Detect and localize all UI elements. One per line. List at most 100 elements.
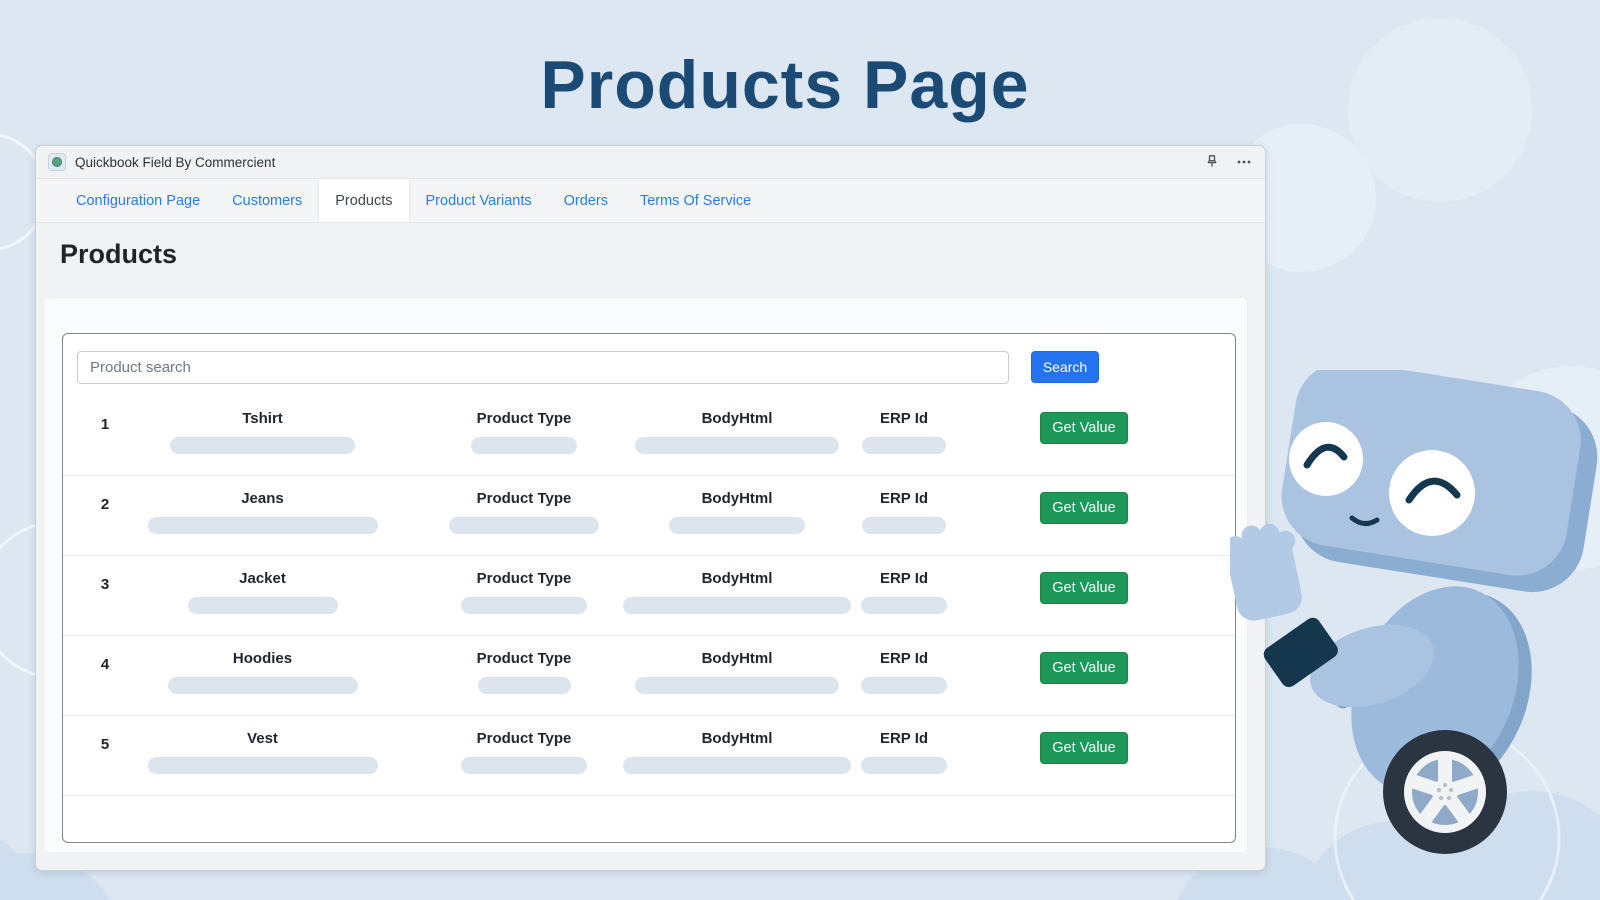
tab-products[interactable]: Products [318, 179, 410, 222]
body-html-cell: BodyHtml [585, 650, 889, 694]
section-heading: Products [60, 239, 178, 269]
product-type-cell: Product Type [410, 570, 638, 614]
skeleton-pill [167, 677, 358, 694]
product-name: Vest [247, 730, 278, 747]
body-html-label: BodyHtml [701, 650, 773, 667]
table-row: 5 Vest Product Type BodyHtml ERP Id Get … [63, 716, 1235, 796]
search-button[interactable]: Search [1031, 351, 1099, 383]
robot-wheel-icon [1383, 730, 1507, 854]
robot-face [1289, 422, 1475, 536]
skeleton-pill [635, 677, 839, 694]
erp-id-label: ERP Id [879, 490, 929, 507]
content-panel: Search 1 Tshirt Product Type BodyHtml ER… [43, 297, 1248, 853]
body-html-cell: BodyHtml [585, 490, 889, 534]
get-value-button[interactable]: Get Value [1040, 492, 1128, 524]
product-type-label: Product Type [476, 570, 572, 587]
get-value-button[interactable]: Get Value [1040, 652, 1128, 684]
product-name-cell: Vest [140, 730, 385, 774]
table-row: 2 Jeans Product Type BodyHtml ERP Id Get… [63, 476, 1235, 556]
erp-id-cell: ERP Id [805, 650, 1003, 694]
get-value-button[interactable]: Get Value [1040, 732, 1128, 764]
skeleton-pill [471, 437, 577, 454]
pin-icon[interactable] [1203, 153, 1221, 171]
tab-customers[interactable]: Customers [232, 192, 303, 209]
product-type-cell: Product Type [410, 410, 638, 454]
skeleton-pill [862, 437, 946, 454]
tab-product-variants[interactable]: Product Variants [425, 192, 532, 209]
tab-orders[interactable]: Orders [563, 192, 608, 209]
body-html-cell: BodyHtml [585, 730, 889, 774]
erp-id-cell: ERP Id [805, 490, 1003, 534]
body-html-cell: BodyHtml [585, 410, 889, 454]
table-row: 1 Tshirt Product Type BodyHtml ERP Id Ge… [63, 396, 1235, 476]
erp-id-cell: ERP Id [805, 730, 1003, 774]
product-search-input[interactable] [77, 351, 1009, 384]
row-number: 1 [100, 416, 110, 433]
robot-arm [1230, 523, 1434, 708]
product-type-cell: Product Type [410, 650, 638, 694]
body-html-label: BodyHtml [701, 570, 773, 587]
product-type-label: Product Type [476, 490, 572, 507]
products-card: Search 1 Tshirt Product Type BodyHtml ER… [62, 333, 1236, 843]
get-value-button[interactable]: Get Value [1040, 572, 1128, 604]
product-name-cell: Jeans [140, 490, 385, 534]
erp-id-cell: ERP Id [805, 410, 1003, 454]
body-html-cell: BodyHtml [585, 570, 889, 614]
get-value-button[interactable]: Get Value [1040, 412, 1128, 444]
erp-id-label: ERP Id [879, 650, 929, 667]
product-type-label: Product Type [476, 650, 572, 667]
skeleton-pill [461, 597, 587, 614]
skeleton-pill [669, 517, 805, 534]
product-name: Jacket [239, 570, 286, 587]
skeleton-pill [461, 757, 587, 774]
skeleton-pill [170, 437, 355, 454]
tab-bar: Configuration Page Customers Products Pr… [36, 179, 1265, 223]
table-row: 3 Jacket Product Type BodyHtml ERP Id Ge… [63, 556, 1235, 636]
skeleton-pill [449, 517, 599, 534]
skeleton-pill [147, 757, 378, 774]
product-rows: 1 Tshirt Product Type BodyHtml ERP Id Ge… [63, 396, 1235, 796]
erp-id-cell: ERP Id [805, 570, 1003, 614]
product-type-cell: Product Type [410, 490, 638, 534]
row-number: 3 [100, 576, 110, 593]
product-name: Jeans [241, 490, 284, 507]
product-type-label: Product Type [476, 410, 572, 427]
product-type-cell: Product Type [410, 730, 638, 774]
body-html-label: BodyHtml [701, 730, 773, 747]
app-icon [48, 153, 66, 171]
row-number: 5 [100, 736, 110, 753]
row-number: 4 [100, 656, 110, 673]
product-name-cell: Hoodies [140, 650, 385, 694]
window-titlebar: Quickbook Field By Commercient [36, 146, 1265, 179]
skeleton-pill [623, 757, 851, 774]
table-row: 4 Hoodies Product Type BodyHtml ERP Id G… [63, 636, 1235, 716]
skeleton-pill [635, 437, 839, 454]
window-title: Quickbook Field By Commercient [75, 154, 276, 170]
skeleton-pill [861, 597, 947, 614]
skeleton-pill [861, 677, 947, 694]
tab-terms-of-service[interactable]: Terms Of Service [639, 192, 752, 209]
skeleton-pill [862, 517, 946, 534]
erp-id-label: ERP Id [879, 730, 929, 747]
product-name-cell: Tshirt [140, 410, 385, 454]
product-name-cell: Jacket [140, 570, 385, 614]
app-window: Quickbook Field By Commercient Config [35, 145, 1266, 871]
skeleton-pill [187, 597, 338, 614]
more-options-icon[interactable] [1235, 153, 1253, 171]
body-html-label: BodyHtml [701, 410, 773, 427]
skeleton-pill [147, 517, 378, 534]
robot-mascot [1230, 370, 1598, 854]
page-title: Products Page [540, 47, 1030, 123]
tab-configuration-page[interactable]: Configuration Page [76, 192, 201, 209]
product-name: Tshirt [242, 410, 283, 427]
skeleton-pill [477, 677, 571, 694]
product-name: Hoodies [232, 650, 293, 667]
row-number: 2 [100, 496, 110, 513]
erp-id-label: ERP Id [879, 410, 929, 427]
erp-id-label: ERP Id [879, 570, 929, 587]
body-html-label: BodyHtml [701, 490, 773, 507]
skeleton-pill [623, 597, 851, 614]
skeleton-pill [861, 757, 947, 774]
product-type-label: Product Type [476, 730, 572, 747]
